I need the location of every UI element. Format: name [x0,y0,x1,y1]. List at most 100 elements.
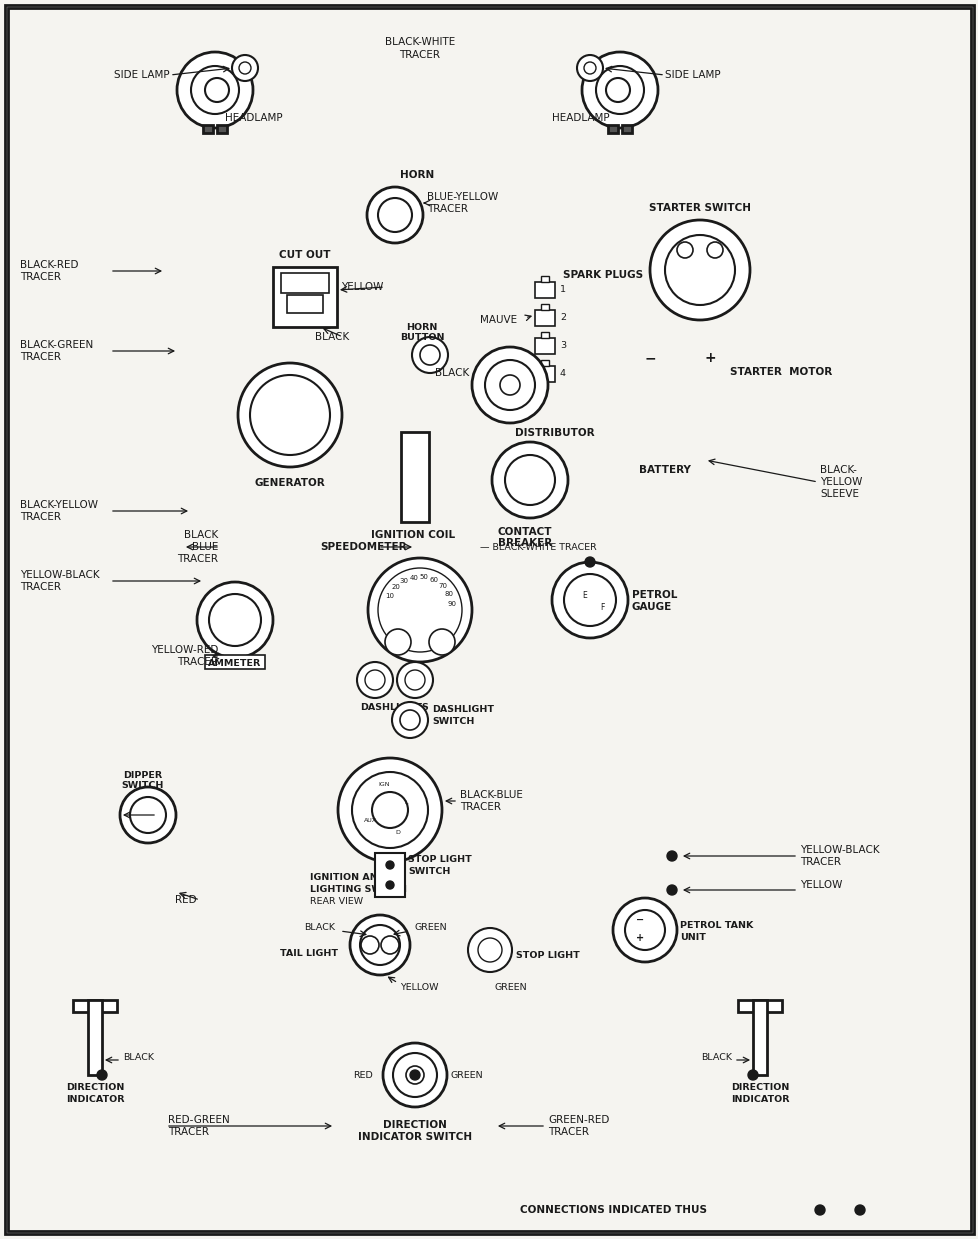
Text: 2: 2 [559,313,565,322]
Circle shape [666,851,677,861]
Text: AUX: AUX [363,818,377,823]
Text: DISTRIBUTOR: DISTRIBUTOR [514,427,594,439]
Text: AMMETER: AMMETER [208,658,261,668]
Circle shape [361,935,378,954]
Text: −: − [644,351,655,366]
Circle shape [585,558,595,567]
Text: BLACK: BLACK [123,1052,154,1062]
Text: — BLACK-WHITE TRACER: — BLACK-WHITE TRACER [479,543,597,551]
Circle shape [239,62,250,74]
Circle shape [378,198,412,232]
Text: DIRECTION: DIRECTION [66,1083,124,1093]
Text: DASHLIGHT: DASHLIGHT [431,705,494,715]
Circle shape [624,909,664,950]
Text: F: F [600,603,603,612]
Text: YELLOW: YELLOW [820,477,862,487]
Text: SWITCH: SWITCH [121,781,164,789]
Bar [541,361,549,366]
Circle shape [130,797,166,833]
Text: YELLOW: YELLOW [340,282,383,292]
Text: TRACER: TRACER [20,352,61,362]
Text: SLEEVE: SLEEVE [820,489,858,499]
Circle shape [357,662,392,698]
Bar [88,1000,102,1075]
Text: BLACK-BLUE: BLACK-BLUE [460,790,522,800]
Text: BLACK: BLACK [304,923,334,932]
Text: CUT OUT: CUT OUT [279,250,331,260]
Text: INDICATOR: INDICATOR [730,1095,788,1104]
Text: DIRECTION: DIRECTION [382,1120,447,1130]
Circle shape [492,442,567,518]
Circle shape [397,662,432,698]
Circle shape [405,670,424,690]
Circle shape [706,242,723,258]
Text: −: − [636,914,644,926]
Text: DIRECTION: DIRECTION [730,1083,788,1093]
Circle shape [360,926,400,965]
Text: BUTTON: BUTTON [399,332,444,342]
Circle shape [378,567,462,652]
Text: SPARK PLUGS: SPARK PLUGS [562,270,643,280]
Text: GAUGE: GAUGE [632,602,672,612]
Text: HEADLAMP: HEADLAMP [552,113,609,123]
Circle shape [337,758,441,862]
Circle shape [372,792,408,828]
Text: GREEN: GREEN [415,923,447,932]
Bar [534,366,555,382]
Text: TRACER: TRACER [460,802,501,812]
Text: BLACK-: BLACK- [820,465,856,475]
Text: YELLOW-RED: YELLOW-RED [151,646,218,655]
Circle shape [232,55,258,81]
Circle shape [120,787,176,843]
Bar [752,1000,766,1075]
Circle shape [249,375,330,455]
Circle shape [385,861,393,869]
Text: MAUVE: MAUVE [479,315,516,325]
Text: YELLOW-BLACK: YELLOW-BLACK [20,570,100,580]
Text: 50: 50 [420,574,428,580]
Circle shape [350,914,410,975]
Circle shape [406,1066,423,1084]
Circle shape [581,52,657,128]
Text: +: + [636,933,644,943]
Text: INDICATOR: INDICATOR [66,1095,124,1104]
Text: GENERATOR: GENERATOR [254,478,325,488]
Text: TRACER: TRACER [177,657,218,667]
Text: RED-GREEN: RED-GREEN [168,1115,230,1125]
Circle shape [505,455,555,506]
Circle shape [352,772,427,847]
Text: BATTERY: BATTERY [639,465,690,475]
Circle shape [471,347,548,422]
Circle shape [380,935,399,954]
Text: SPEEDOMETER: SPEEDOMETER [320,541,406,553]
Text: TRACER: TRACER [399,50,440,59]
Text: GREEN-RED: GREEN-RED [548,1115,608,1125]
Text: SIDE LAMP: SIDE LAMP [664,69,720,81]
Text: CONTACT: CONTACT [497,527,552,536]
Bar [375,852,405,897]
Bar [401,432,428,522]
Circle shape [410,1070,420,1080]
Text: GREEN: GREEN [495,984,527,992]
Text: IGNITION COIL: IGNITION COIL [371,530,455,540]
Bar [534,310,555,326]
Circle shape [367,187,422,243]
Bar [287,295,323,313]
Circle shape [612,898,677,961]
Bar [534,338,555,354]
Circle shape [420,344,439,366]
Text: YELLOW: YELLOW [799,880,841,890]
Text: BLUE: BLUE [192,541,218,553]
Text: 1: 1 [559,285,565,295]
Bar [204,655,265,669]
Text: BLACK-RED: BLACK-RED [20,260,78,270]
Bar [217,125,227,133]
Text: 4: 4 [559,369,565,378]
Text: HORN: HORN [400,170,434,180]
Text: RED: RED [353,1070,373,1079]
Circle shape [467,928,511,973]
Circle shape [596,66,644,114]
Text: E: E [582,591,587,600]
Circle shape [391,703,427,738]
Text: BREAKER: BREAKER [498,538,552,548]
